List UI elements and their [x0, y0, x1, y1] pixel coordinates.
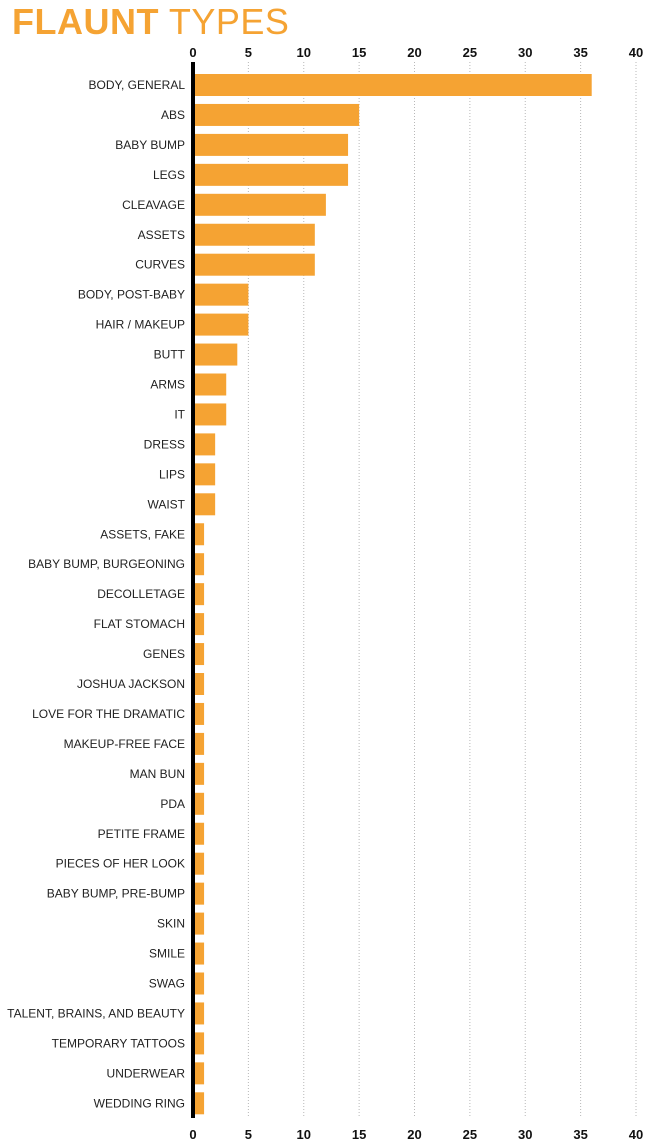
bar	[193, 283, 249, 306]
category-label: BODY, POST-BABY	[78, 288, 185, 302]
x-tick-label-top: 20	[407, 45, 421, 60]
category-label: GENES	[143, 647, 185, 661]
category-label: DECOLLETAGE	[97, 587, 185, 601]
category-label: TALENT, BRAINS, AND BEAUTY	[7, 1006, 185, 1020]
category-label: ASSETS, FAKE	[100, 527, 185, 541]
category-label: BUTT	[154, 348, 186, 362]
category-label: ABS	[161, 108, 185, 122]
bar	[193, 133, 349, 156]
x-tick-label-bottom: 0	[189, 1127, 196, 1142]
bar	[193, 553, 205, 576]
bar	[193, 193, 326, 216]
category-label: MAKEUP-FREE FACE	[64, 737, 185, 751]
bar	[193, 583, 205, 606]
category-label: IT	[174, 407, 185, 421]
category-label: SKIN	[157, 917, 185, 931]
category-label: JOSHUA JACKSON	[77, 677, 185, 691]
category-label: CURVES	[135, 258, 185, 272]
x-tick-label-top: 35	[573, 45, 587, 60]
bar	[193, 852, 205, 875]
x-tick-label-bottom: 25	[463, 1127, 477, 1142]
x-tick-label-bottom: 5	[245, 1127, 252, 1142]
bar	[193, 613, 205, 636]
bar	[193, 433, 216, 456]
bar	[193, 403, 227, 426]
category-label: CLEAVAGE	[122, 198, 185, 212]
category-label: WAIST	[147, 497, 185, 511]
x-tick-label-top: 0	[189, 45, 196, 60]
bar	[193, 493, 216, 516]
category-label: PETITE FRAME	[98, 827, 185, 841]
x-tick-label-bottom: 10	[297, 1127, 311, 1142]
chart-title-bold: FLAUNT	[12, 1, 159, 42]
bar	[193, 463, 216, 486]
category-label: BODY, GENERAL	[89, 78, 186, 92]
bar	[193, 74, 592, 96]
category-label: ASSETS	[138, 228, 185, 242]
bar	[193, 1032, 205, 1055]
x-tick-label-top: 10	[297, 45, 311, 60]
category-label: SWAG	[149, 977, 185, 991]
bar	[193, 882, 205, 905]
bar	[193, 1002, 205, 1025]
bar	[193, 343, 238, 366]
x-tick-label-top: 25	[463, 45, 477, 60]
x-tick-label-top: 15	[352, 45, 366, 60]
category-label: BABY BUMP	[115, 138, 185, 152]
x-tick-label-bottom: 35	[573, 1127, 587, 1142]
category-label: SMILE	[149, 947, 185, 961]
x-tick-label-bottom: 30	[518, 1127, 532, 1142]
bar	[193, 373, 227, 396]
x-tick-label-bottom: 40	[629, 1127, 643, 1142]
category-label: DRESS	[144, 437, 185, 451]
chart-title-light: TYPES	[168, 1, 290, 42]
category-label: MAN BUN	[130, 767, 185, 781]
category-label: LOVE FOR THE DRAMATIC	[32, 707, 185, 721]
x-tick-label-bottom: 15	[352, 1127, 366, 1142]
category-label: PIECES OF HER LOOK	[56, 857, 185, 871]
category-label: LEGS	[153, 168, 185, 182]
category-label: TEMPORARY TATTOOS	[52, 1036, 185, 1050]
category-label: ARMS	[150, 378, 185, 392]
bar	[193, 972, 205, 995]
x-tick-label-top: 5	[245, 45, 252, 60]
x-tick-label-top: 40	[629, 45, 643, 60]
category-label: FLAT STOMACH	[94, 617, 185, 631]
x-tick-label-top: 30	[518, 45, 532, 60]
bar	[193, 822, 205, 845]
bar	[193, 643, 205, 666]
bar	[193, 223, 315, 246]
x-tick-label-bottom: 20	[407, 1127, 421, 1142]
bar	[193, 313, 249, 336]
bar	[193, 762, 205, 785]
bar	[193, 253, 315, 276]
bar	[193, 1092, 205, 1115]
bar	[193, 912, 205, 935]
bar	[193, 732, 205, 755]
bar	[193, 523, 205, 546]
category-label: BABY BUMP, PRE-BUMP	[47, 887, 185, 901]
bar	[193, 702, 205, 725]
category-label: WEDDING RING	[94, 1096, 185, 1110]
bar	[193, 1062, 205, 1085]
category-label: UNDERWEAR	[107, 1066, 186, 1080]
bar	[193, 673, 205, 695]
category-label: PDA	[160, 797, 185, 811]
category-label: HAIR / MAKEUP	[96, 318, 185, 332]
bar	[193, 163, 349, 186]
chart-title: FLAUNT TYPES	[12, 0, 289, 44]
category-label: BABY BUMP, BURGEONING	[28, 557, 185, 571]
bar	[193, 103, 360, 126]
bar	[193, 792, 205, 815]
category-label: LIPS	[159, 467, 185, 481]
bar	[193, 942, 205, 965]
